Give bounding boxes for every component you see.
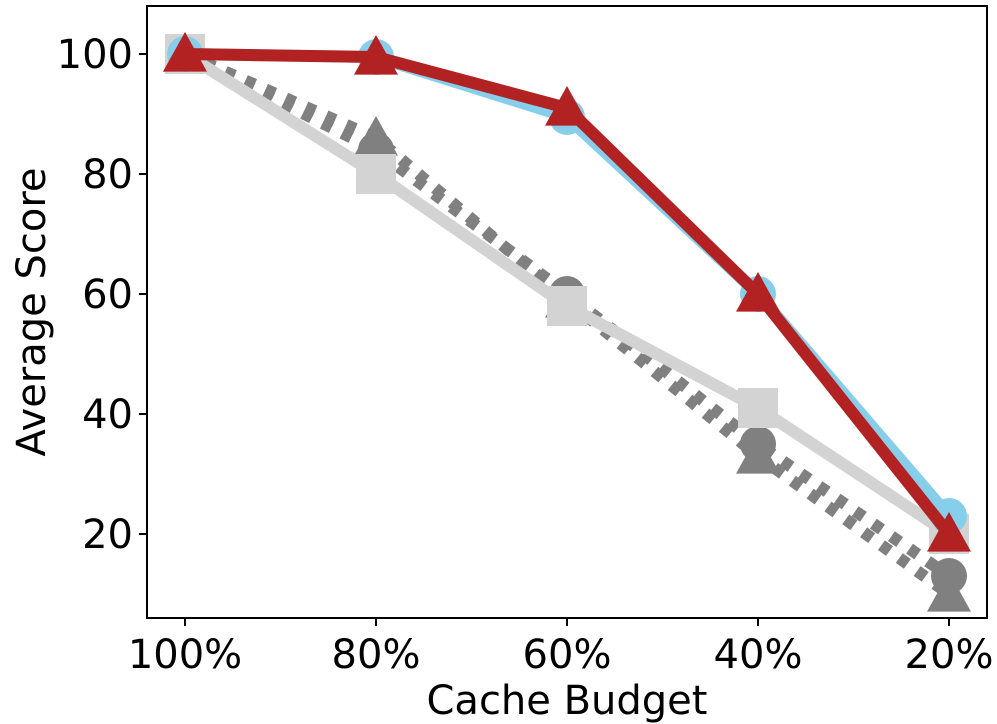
series-line [182, 48, 953, 581]
data-point [738, 388, 778, 428]
y-tick-label: 100 [57, 32, 133, 78]
data-point [163, 32, 207, 72]
y-tick-label: 80 [82, 152, 133, 198]
data-point [354, 35, 398, 75]
data-point [736, 272, 780, 312]
data-point [736, 434, 780, 474]
x-tick-label: 80% [332, 632, 421, 678]
y-tick-label: 40 [82, 392, 133, 438]
y-tick-label: 60 [82, 272, 133, 318]
data-point [354, 116, 398, 156]
series-line [182, 48, 953, 599]
data-point [356, 154, 396, 194]
y-axis-label: Average Score [9, 167, 55, 456]
x-tick-label: 40% [714, 632, 803, 678]
data-point [545, 86, 589, 126]
x-axis-label: Cache Budget [427, 678, 708, 724]
x-tick-label: 100% [128, 632, 242, 678]
x-tick-label: 20% [905, 632, 994, 678]
tick-layer: 100% 80% 60% 40% 20% 20 40 60 80 100 [57, 32, 994, 678]
y-tick-label: 20 [82, 512, 133, 558]
series-4 [163, 32, 971, 552]
data-point [927, 572, 971, 612]
series-layer [163, 32, 971, 612]
data-point [927, 512, 971, 552]
data-point [547, 286, 587, 326]
x-tick-label: 60% [523, 632, 612, 678]
